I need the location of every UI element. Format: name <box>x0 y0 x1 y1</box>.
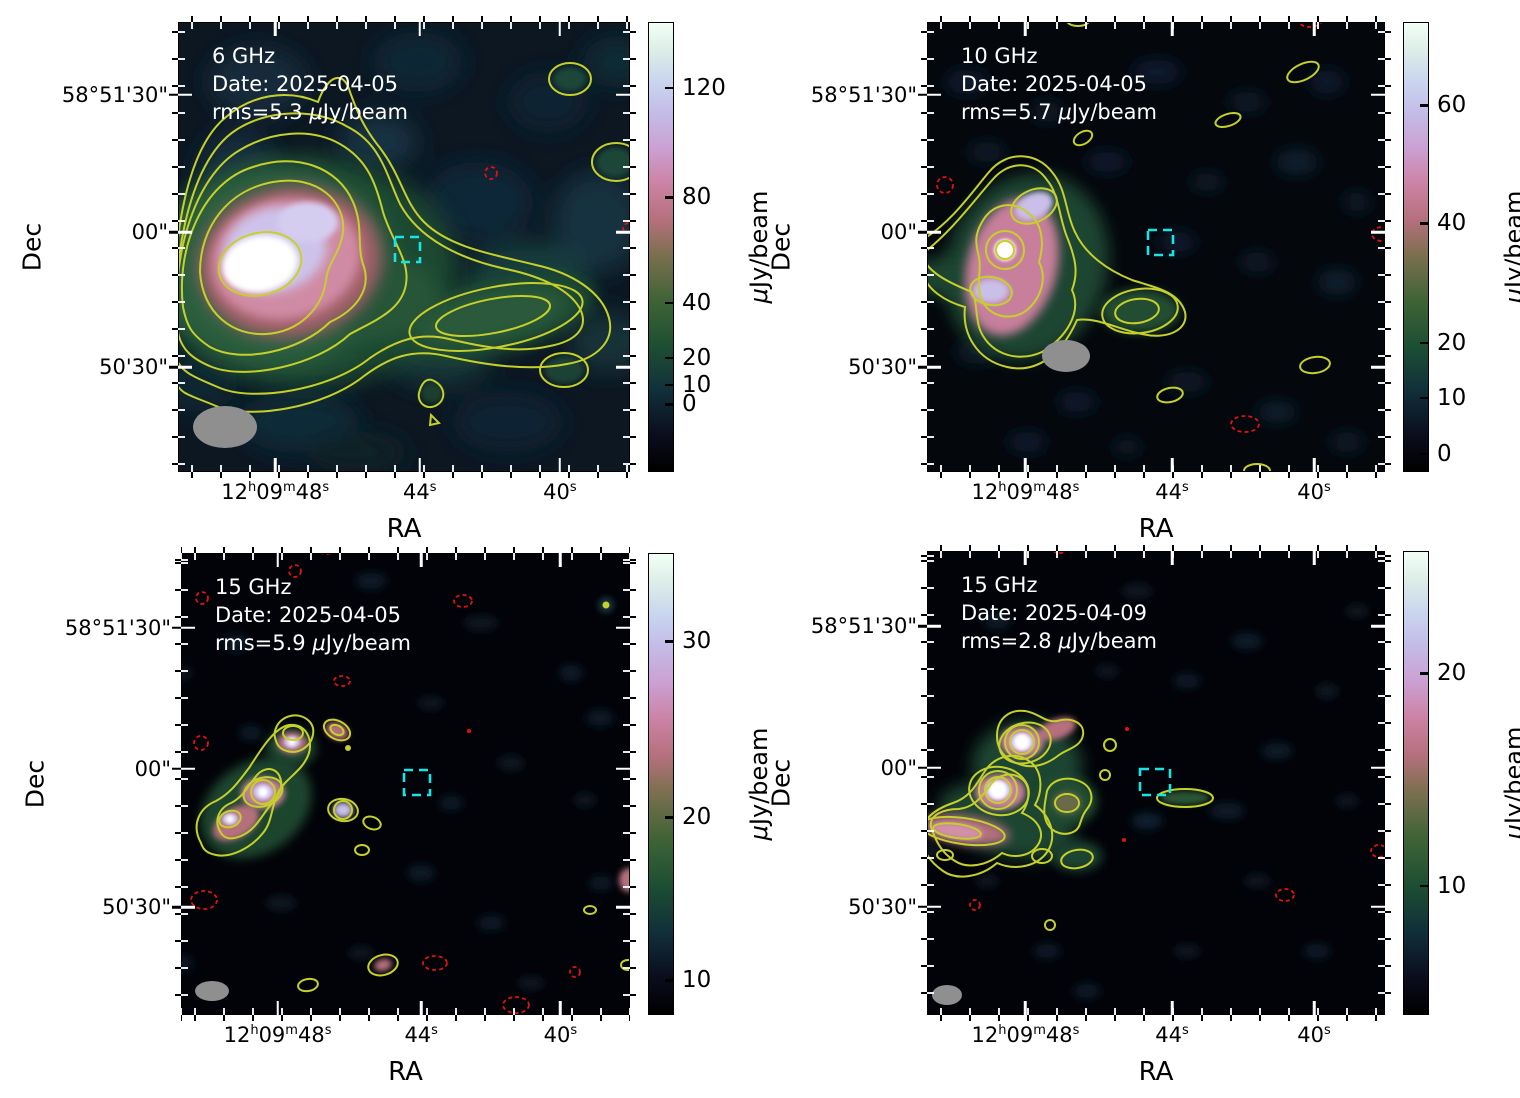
panel-annotation: 6 GHz Date: 2025-04-05 rms=5.3 μJy/beam <box>212 42 408 126</box>
panel-15ghz-0409-image <box>927 551 1385 1015</box>
panel-15ghz-0409: 15 GHz Date: 2025-04-09 rms=2.8 μJy/beam… <box>767 545 1520 1087</box>
colorbar-10ghz: 60 40 20 10 0 μJy/beam <box>1403 22 1520 472</box>
positive-contours <box>927 709 1214 931</box>
date-label: Date: 2025-04-05 <box>215 603 401 627</box>
y-tick-label: 00" <box>131 220 168 245</box>
beam-ellipse <box>193 406 257 448</box>
frequency-label: 15 GHz <box>215 575 292 599</box>
aperture-box <box>1146 228 1175 257</box>
y-tick-label: 50'30" <box>848 894 917 919</box>
positive-contours <box>195 601 630 993</box>
date-label: Date: 2025-04-09 <box>961 601 1147 625</box>
y-tick-label: 58°51'30" <box>64 615 171 640</box>
x-axis-title: RA <box>1138 514 1174 544</box>
aperture-box <box>393 235 422 264</box>
panel-10ghz: 10 GHz Date: 2025-04-05 rms=5.7 μJy/beam… <box>767 16 1520 544</box>
x-tick-label: 40s <box>1297 480 1331 504</box>
y-tick-label: 58°51'30" <box>810 82 917 107</box>
colorbar-15ghz-0409: 20 10 μJy/beam <box>1403 551 1520 1015</box>
x-axis-title: RA <box>386 514 422 544</box>
x-tick-label: 40s <box>543 1023 578 1047</box>
x-tick-label: 44s <box>403 480 437 504</box>
y-tick-label: 50'30" <box>848 355 917 380</box>
beam-ellipse <box>1042 340 1090 372</box>
panel-annotation: 15 GHz Date: 2025-04-09 rms=2.8 μJy/beam <box>961 571 1157 655</box>
x-tick-label: 12h09m48s <box>223 1023 332 1047</box>
y-axis-title: Dec <box>17 222 47 272</box>
colorbar-title: μJy/beam <box>1500 190 1520 304</box>
y-axis-title: Dec <box>20 759 50 809</box>
noise-blobs <box>181 573 614 990</box>
y-tick-label: 58°51'30" <box>810 614 917 639</box>
aperture-box <box>1138 767 1172 797</box>
rms-label: rms=5.7 μJy/beam <box>961 100 1157 124</box>
x-tick-label: 40s <box>543 480 577 504</box>
rms-label: rms=5.3 μJy/beam <box>212 100 408 124</box>
x-axis-title: RA <box>1138 1057 1174 1087</box>
beam-ellipse <box>195 981 229 1001</box>
source-10ghz <box>927 173 1180 361</box>
panel-6ghz: 6 GHz Date: 2025-04-05 rms=5.3 μJy/beam … <box>18 16 773 544</box>
aperture-box <box>402 768 432 797</box>
x-tick-label: 40s <box>1297 1023 1331 1047</box>
panel-15ghz-0405: 15 GHz Date: 2025-04-05 rms=5.9 μJy/beam… <box>21 547 773 1087</box>
y-tick-label: 00" <box>134 756 171 781</box>
rms-label: rms=2.8 μJy/beam <box>961 629 1157 653</box>
x-tick-label: 12h09m48s <box>221 480 330 504</box>
y-tick-label: 00" <box>880 755 917 780</box>
positive-contours <box>178 62 630 427</box>
x-axis-title: RA <box>388 1057 423 1087</box>
y-axis-title: Dec <box>766 758 796 808</box>
panel-annotation: 10 GHz Date: 2025-04-05 rms=5.7 μJy/beam <box>961 42 1157 126</box>
x-tick-label: 44s <box>404 1023 438 1047</box>
y-axis-title: Dec <box>766 222 796 272</box>
panel-6ghz-image <box>178 22 630 472</box>
colorbar-title: μJy/beam <box>1500 726 1520 840</box>
y-tick-label: 50'30" <box>102 895 171 920</box>
source-6ghz <box>178 67 630 403</box>
beam-ellipse <box>932 985 962 1005</box>
colorbar-15ghz-0405: 30 20 10 μJy/beam <box>648 553 773 1015</box>
x-tick-label: 44s <box>1155 1023 1189 1047</box>
frequency-label: 10 GHz <box>961 44 1038 68</box>
y-tick-label: 58°51'30" <box>61 82 168 107</box>
rms-label: rms=5.9 μJy/beam <box>215 631 411 655</box>
date-label: Date: 2025-04-05 <box>212 72 398 96</box>
panel-10ghz-image <box>927 22 1385 472</box>
x-tick-label: 12h09m48s <box>971 480 1080 504</box>
panel-annotation: 15 GHz Date: 2025-04-05 rms=5.9 μJy/beam <box>215 573 411 657</box>
y-tick-label: 50'30" <box>99 355 168 380</box>
frequency-label: 15 GHz <box>961 573 1038 597</box>
x-tick-label: 44s <box>1155 480 1189 504</box>
x-tick-label: 12h09m48s <box>971 1023 1080 1047</box>
date-label: Date: 2025-04-05 <box>961 72 1147 96</box>
noise-blobs <box>927 583 1369 998</box>
colorbar-6ghz: 120 80 40 20 10 0 μJy/beam <box>648 22 773 472</box>
y-tick-label: 00" <box>880 220 917 245</box>
panel-15ghz-0405-image <box>181 553 630 1015</box>
frequency-label: 6 GHz <box>212 44 276 68</box>
